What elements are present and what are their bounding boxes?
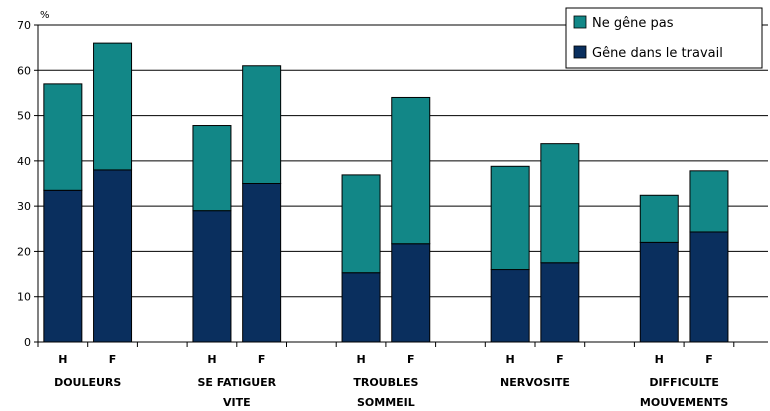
bar-gene-dans-le-travail [43, 189, 83, 343]
y-tick-label: 40 [17, 155, 31, 168]
legend-swatch-ne-gene-pas [573, 15, 587, 29]
category-label: TROUBLES [353, 376, 418, 389]
bar-sex-label: F [407, 353, 415, 366]
bar-gene-dans-le-travail [540, 262, 580, 343]
y-tick-label: 70 [17, 19, 31, 32]
legend: Ne gêne pas Gêne dans le travail [565, 7, 763, 69]
axes [34, 24, 768, 347]
category-label: NERVOSITE [500, 376, 570, 389]
bar-gene-dans-le-travail [192, 210, 232, 343]
bar-gene-dans-le-travail [689, 231, 729, 343]
bars [43, 42, 729, 343]
bar-ne-gene-pas [540, 143, 580, 264]
bar-gene-dans-le-travail [242, 183, 282, 343]
bar-sex-label: F [556, 353, 564, 366]
y-tick-label: 20 [17, 245, 31, 258]
y-tick-label: 60 [17, 64, 31, 77]
y-tick-label: 50 [17, 110, 31, 123]
legend-label-ne-gene-pas: Ne gêne pas [592, 16, 674, 31]
bar-sex-label: H [506, 353, 515, 366]
y-unit-label: % [40, 10, 50, 21]
bar-sex-label: F [705, 353, 713, 366]
legend-label-gene-dans-le-travail: Gêne dans le travail [592, 46, 723, 61]
category-label: VITE [223, 396, 251, 409]
bar-ne-gene-pas [341, 174, 381, 274]
bar-ne-gene-pas [391, 96, 431, 245]
bar-sex-label: H [207, 353, 216, 366]
category-label: SE FATIGUER [197, 376, 276, 389]
bar-ne-gene-pas [689, 170, 729, 233]
bar-gene-dans-le-travail [490, 269, 530, 343]
bar-gene-dans-le-travail [341, 272, 381, 343]
category-label: DIFFICULTE [649, 376, 719, 389]
bar-ne-gene-pas [43, 83, 83, 191]
bar-sex-label: H [58, 353, 67, 366]
bar-sex-label: F [109, 353, 117, 366]
axis-labels: 0 10 20 30 40 50 60 70 H F DOULEURS H F SE FATIGUER VI… [17, 19, 728, 409]
bar-ne-gene-pas [639, 194, 679, 243]
category-label: MOUVEMENTS [640, 396, 728, 409]
bar-gene-dans-le-travail [93, 169, 133, 343]
bar-gene-dans-le-travail [639, 241, 679, 343]
y-tick-label: 30 [17, 200, 31, 213]
bar-sex-label: H [356, 353, 365, 366]
bar-gene-dans-le-travail [391, 243, 431, 343]
category-label: SOMMEIL [357, 396, 415, 409]
legend-swatch-gene-dans-le-travail [573, 45, 587, 59]
bar-sex-label: F [258, 353, 266, 366]
bar-ne-gene-pas [192, 125, 232, 212]
bar-ne-gene-pas [93, 42, 133, 171]
y-tick-label: 0 [24, 336, 31, 349]
legend-frame [565, 7, 763, 69]
bar-sex-label: H [655, 353, 664, 366]
y-tick-label: 10 [17, 291, 31, 304]
bar-ne-gene-pas [490, 165, 530, 271]
bar-ne-gene-pas [242, 65, 282, 184]
category-label: DOULEURS [54, 376, 121, 389]
